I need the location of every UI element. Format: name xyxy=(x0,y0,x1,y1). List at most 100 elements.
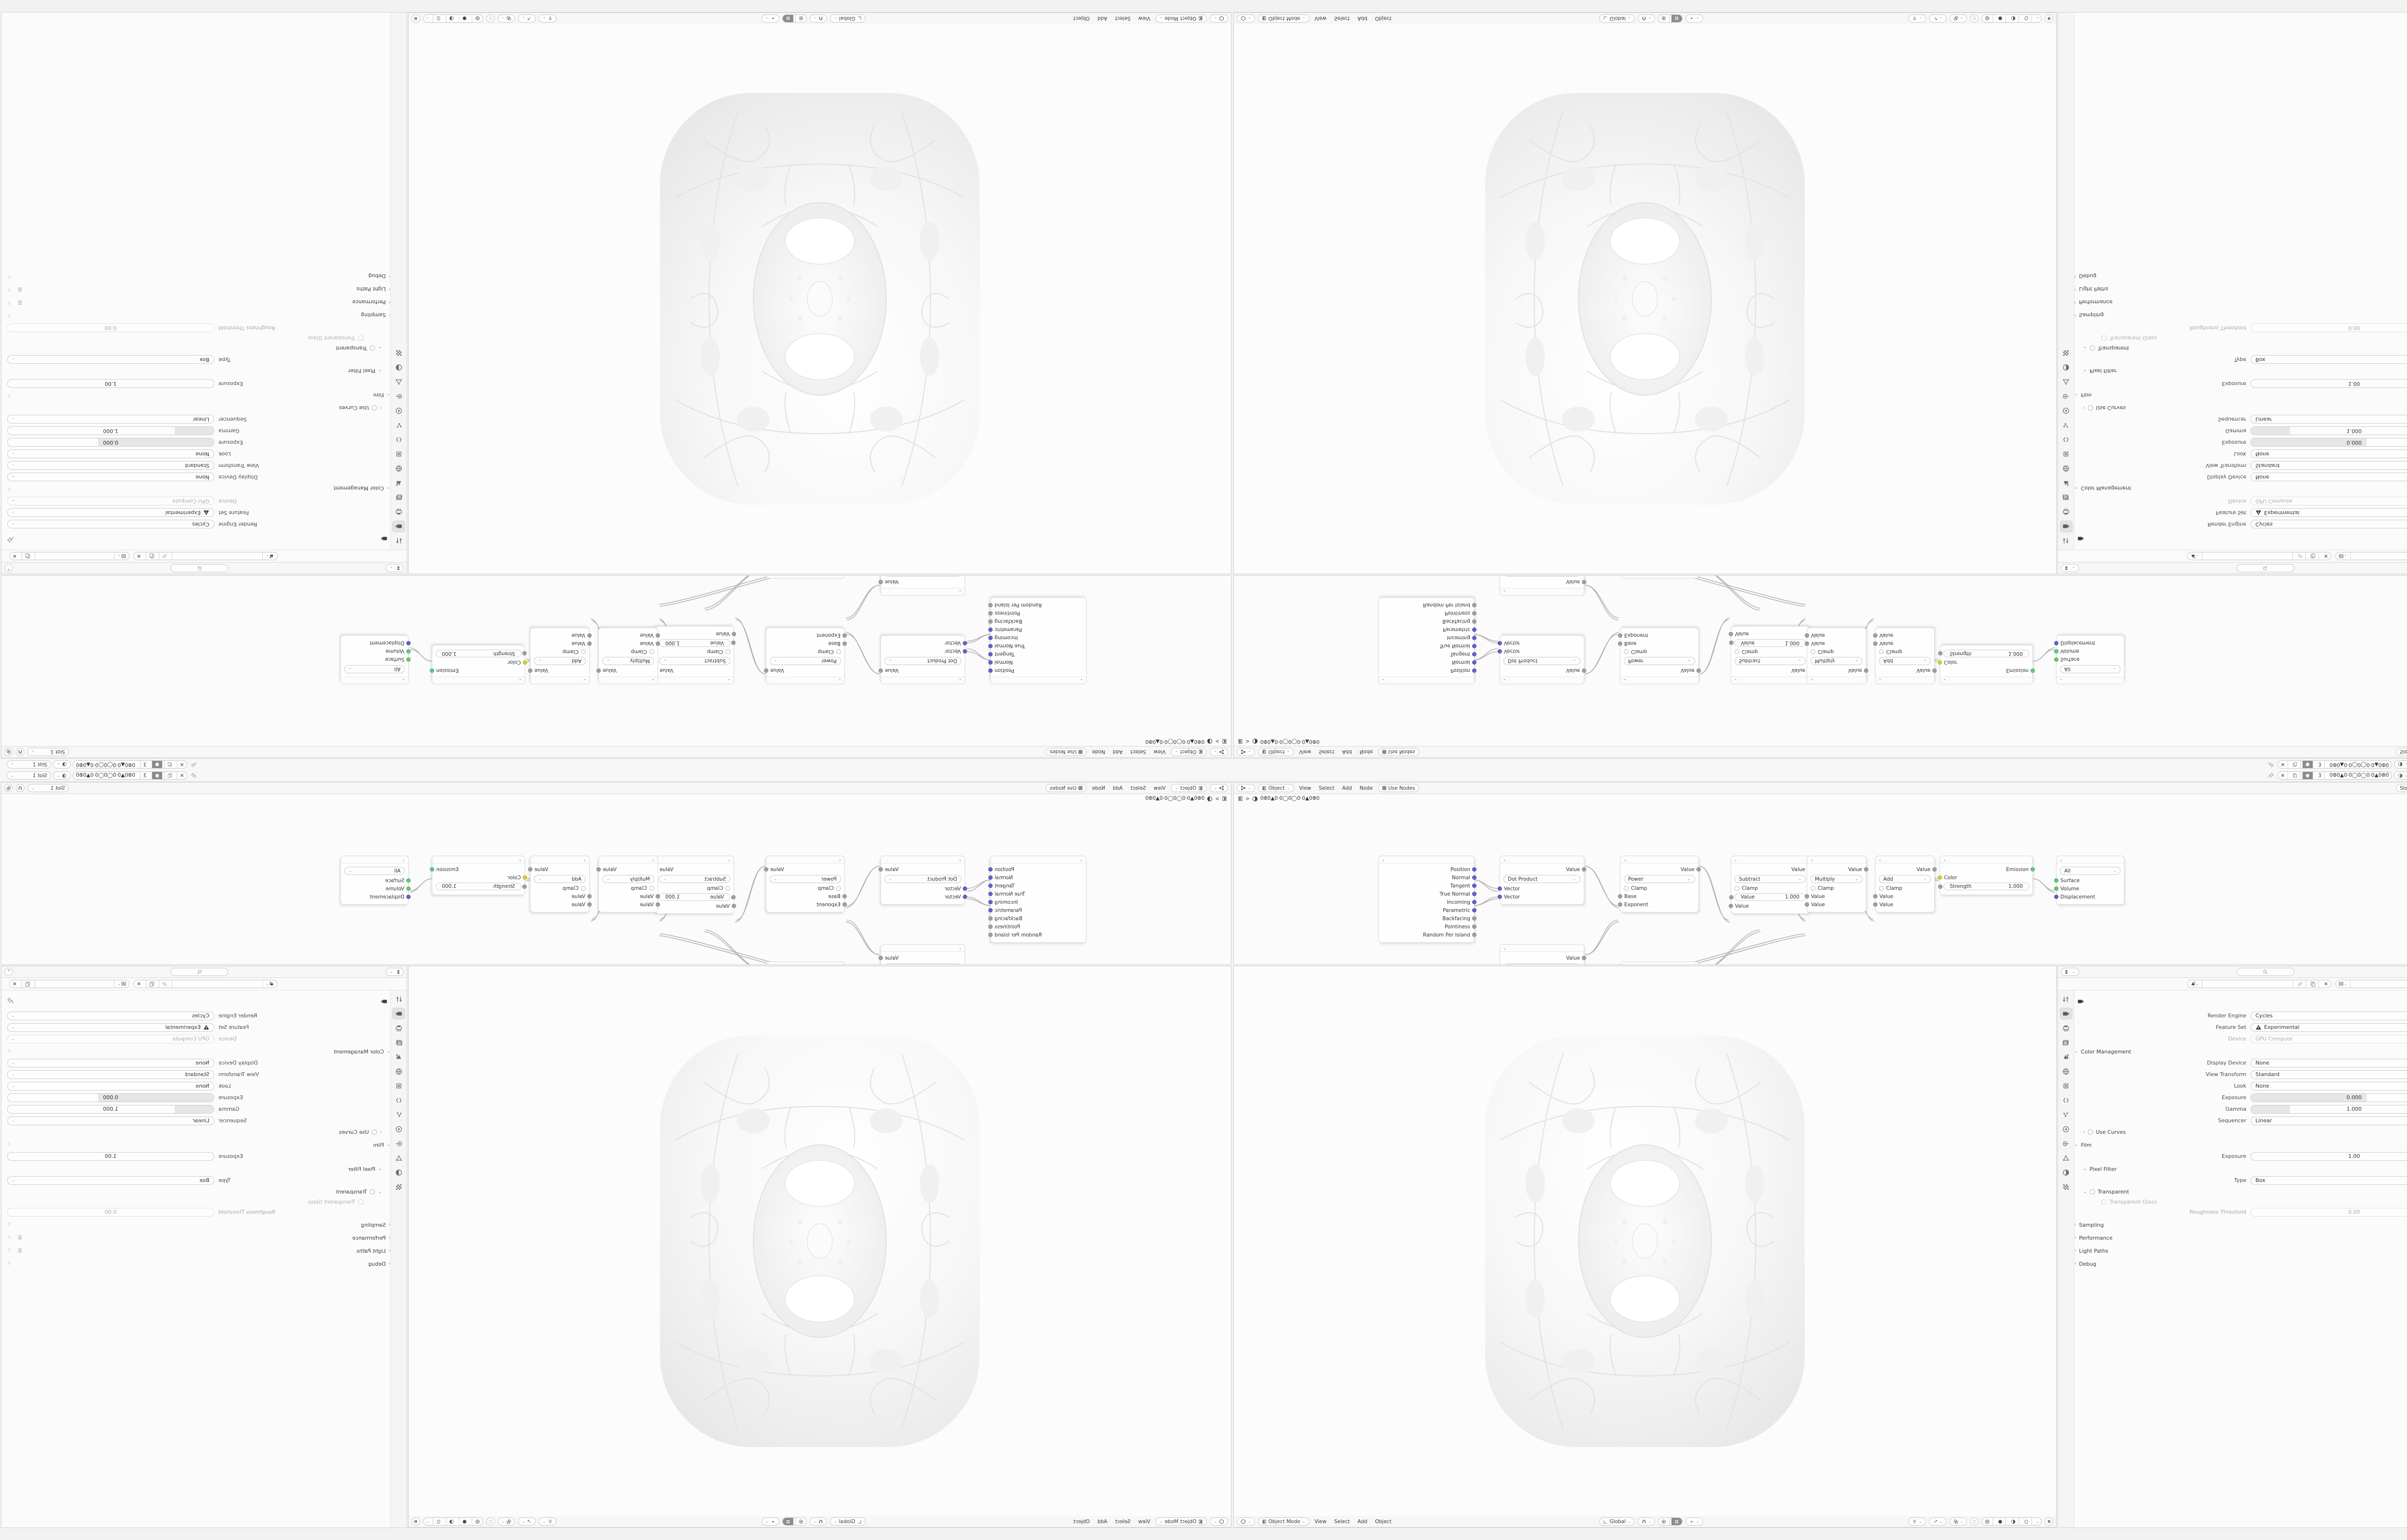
tab-texture[interactable] xyxy=(393,347,405,359)
render-engine-dropdown[interactable]: Cycles⌄ xyxy=(7,520,214,529)
overlays-icon[interactable]: ⌄ xyxy=(497,14,516,23)
tab-object-data[interactable] xyxy=(2060,1152,2072,1164)
node-add-menu[interactable]: Add xyxy=(1342,749,1352,755)
material-browse-button[interactable]: ⌄ xyxy=(53,771,71,780)
material-browse-button[interactable]: ⌄ xyxy=(2394,760,2407,769)
node-header[interactable]: ⌄ xyxy=(1500,856,1584,863)
operation-dropdown[interactable]: Add ⌄ xyxy=(534,657,586,665)
scene-new-icon[interactable] xyxy=(2308,980,2319,988)
viewlayer-close-icon[interactable]: ✕ xyxy=(13,981,17,987)
socket-exponent[interactable] xyxy=(1618,633,1622,638)
section-light-paths[interactable]: › Light Paths ☰ ⠿ xyxy=(7,286,390,293)
operation-dropdown[interactable]: Power ⌄ xyxy=(770,657,841,665)
operation-dropdown[interactable]: Dot Product ⌄ xyxy=(1503,657,1580,665)
material-id-block[interactable]: ✕ 3 0⦾0▲0·0◯0◯0·0▲0⦾0 xyxy=(72,771,188,780)
transform-orientation-selector[interactable]: Global ⌄ xyxy=(830,1517,866,1526)
tab-physics[interactable] xyxy=(2060,405,2072,417)
section-debug[interactable]: › Debug ⠿ xyxy=(7,273,390,280)
editor-type-selector[interactable]: ⌄ xyxy=(386,564,404,572)
socket-value-b[interactable] xyxy=(656,633,660,638)
operation-dropdown[interactable]: Multiply ⌄ xyxy=(1811,875,1863,883)
clamp-checkbox[interactable]: Clamp xyxy=(1876,648,1934,655)
shader-type-selector[interactable]: Object ⌄ xyxy=(1257,748,1294,756)
tab-texture[interactable] xyxy=(2060,1181,2072,1193)
look-dropdown[interactable]: None⌄ xyxy=(2251,449,2407,459)
viewport-select-menu[interactable]: Select xyxy=(1115,15,1131,22)
socket-strength[interactable] xyxy=(522,651,527,656)
node-geometry[interactable]: ⌄ Position Normal Tangent True Normal In… xyxy=(1378,597,1476,684)
node-header[interactable]: ⌄ xyxy=(1500,588,1584,595)
shading-rendered-icon[interactable] xyxy=(2021,14,2032,23)
snap-dots-icon[interactable] xyxy=(782,14,793,23)
node-view-menu[interactable]: View xyxy=(1299,785,1311,791)
use-curves-toggle[interactable]: › Use Curves xyxy=(339,1129,382,1135)
clamp-checkbox[interactable]: Clamp xyxy=(1620,885,1698,892)
section-light-paths[interactable]: › Light Paths ☰ ⠿ xyxy=(7,1247,390,1254)
object-visibility-icon[interactable]: ⌄ xyxy=(1908,14,1926,23)
tab-render[interactable] xyxy=(392,521,405,532)
socket-random-per-island[interactable] xyxy=(988,603,993,607)
node-add-menu[interactable]: Add xyxy=(1113,749,1123,755)
shading-wireframe-icon[interactable] xyxy=(1982,14,1993,23)
node-canvas[interactable]: > 0⦾0▲0·0◯0◯0·0▲0⦾0 xyxy=(1234,576,2407,746)
viewport-object-menu[interactable]: Object xyxy=(1375,15,1392,22)
section-color-management[interactable]: ⌄ Color Management ⠿ xyxy=(2074,485,2132,492)
socket-random-per-island[interactable] xyxy=(1472,933,1476,937)
preset-menu-icon[interactable]: ☰ xyxy=(17,1248,22,1254)
node-node-menu[interactable]: Node xyxy=(1359,749,1373,755)
properties-filter-icon[interactable]: ⌃ xyxy=(4,968,13,976)
node-math-multiply[interactable]: ⌄ Value Multiply ⌄ Clamp Value Value xyxy=(1805,856,1868,912)
gizmo-icon[interactable]: ⌄ xyxy=(518,14,536,23)
pixel-filter-type-dropdown[interactable]: Box⌄ xyxy=(7,1176,214,1185)
target-dropdown[interactable]: All ⌄ xyxy=(344,665,405,673)
viewlayer-browse-icon[interactable]: ⌄ xyxy=(114,980,129,988)
node-emission[interactable]: ⌄ Emission Color Strength 1.000 xyxy=(1938,645,2035,684)
xray-icon[interactable] xyxy=(486,14,495,23)
socket-vector-a[interactable] xyxy=(963,886,967,891)
socket-surface[interactable] xyxy=(2054,878,2058,883)
cm-exposure-slider[interactable]: 0.000 xyxy=(2251,438,2407,447)
node-material-output[interactable]: ⌄ All ⌄ Surface Volume Displacement xyxy=(340,856,411,905)
socket-true-normal[interactable] xyxy=(1472,644,1476,648)
interaction-mode-selector[interactable]: Object Mode ⌄ xyxy=(1257,14,1309,23)
material-users-count[interactable]: 3 xyxy=(140,771,150,780)
falloff-smooth-icon[interactable]: ⌄ xyxy=(761,14,779,23)
viewlayer-browse-icon[interactable]: ⌄ xyxy=(2336,980,2351,988)
cm-gamma-slider[interactable]: 1.000 xyxy=(2251,1104,2407,1114)
section-sampling[interactable]: › Sampling ⠿ xyxy=(2074,312,2104,319)
clamp-checkbox[interactable]: Clamp xyxy=(1807,885,1866,892)
overlays-icon[interactable] xyxy=(4,784,13,792)
socket-color[interactable] xyxy=(1938,875,1942,880)
socket-value-a[interactable] xyxy=(656,642,660,646)
transform-orientation-selector[interactable]: Global ⌄ xyxy=(830,14,866,23)
tab-output[interactable] xyxy=(2060,1022,2072,1034)
tab-world[interactable] xyxy=(393,463,405,475)
node-math-power[interactable]: ⌄ Value Power ⌄ Clamp Base Exponent xyxy=(1618,856,1701,912)
node-math-divide-168-256[interactable]: ⌄ Value Divide⌄ Clamp 168.000 256.000 xyxy=(1620,962,1699,964)
socket-position[interactable] xyxy=(1472,668,1476,673)
tab-tool[interactable] xyxy=(393,535,405,547)
socket-incoming[interactable] xyxy=(1472,636,1476,640)
socket-value-b[interactable] xyxy=(732,904,736,908)
interaction-mode-selector[interactable]: Object Mode ⌄ xyxy=(1155,14,1207,23)
viewlayer-name-field[interactable] xyxy=(2352,552,2407,560)
gizmo-icon[interactable]: ⌄ xyxy=(1928,1517,1947,1526)
tab-material[interactable] xyxy=(393,362,405,373)
socket-out-value[interactable] xyxy=(764,867,768,872)
node-emission[interactable]: ⌄ Emission Color Strength 1.000 xyxy=(1938,856,2035,895)
socket-vector-b[interactable] xyxy=(1498,895,1502,899)
socket-out-value[interactable] xyxy=(879,956,883,960)
node-header[interactable]: ⌄ xyxy=(656,677,734,684)
socket-vector-b[interactable] xyxy=(963,895,967,899)
editor-type-selector[interactable]: ⌄ xyxy=(1237,784,1255,792)
tab-physics[interactable] xyxy=(393,1123,405,1135)
scene-close-icon[interactable]: ✕ xyxy=(2324,981,2328,987)
socket-displacement[interactable] xyxy=(2054,641,2058,645)
socket-value-a[interactable] xyxy=(1805,894,1809,898)
socket-strength[interactable] xyxy=(522,884,527,889)
socket-parametric[interactable] xyxy=(988,628,993,632)
value-field-a[interactable]: Value 1.000 xyxy=(1729,893,1806,901)
editor-type-selector[interactable]: ⌄ xyxy=(2061,968,2079,976)
pin-icon[interactable] xyxy=(7,997,13,1006)
material-name-field[interactable]: 0⦾0▲0·0◯0◯0·0▲0⦾0 xyxy=(76,772,135,778)
